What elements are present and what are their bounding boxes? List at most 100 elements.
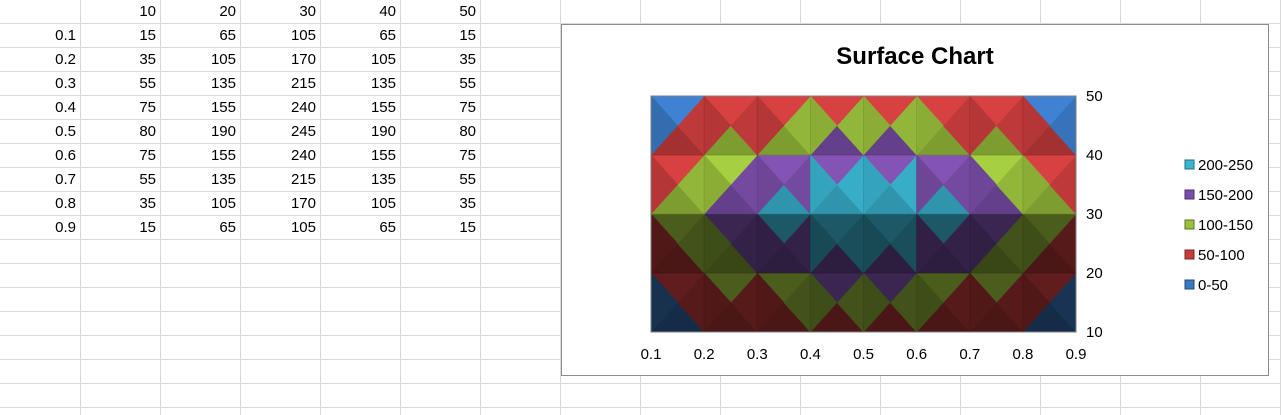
legend-swatch xyxy=(1184,159,1195,170)
data-cell[interactable]: 75 xyxy=(139,99,156,116)
surface-facet xyxy=(863,95,891,156)
legend-label: 200-250 xyxy=(1198,157,1253,174)
surface-facet xyxy=(703,95,732,156)
header-cell[interactable]: 40 xyxy=(379,3,396,20)
data-cell[interactable]: 35 xyxy=(139,195,156,212)
plot-border xyxy=(650,95,1077,333)
data-cell[interactable]: 155 xyxy=(370,147,396,164)
row-label-cell[interactable]: 0.3 xyxy=(55,75,76,92)
surface-chart: 0.1 0.2 0.3 0.4 0.5 0.6 0.7 0.8 0.9 10 20 30 40 50 200… xyxy=(641,88,1253,363)
header-cell[interactable]: 50 xyxy=(459,3,476,20)
data-cell[interactable]: 240 xyxy=(290,147,316,164)
y-tick-label: 50 xyxy=(1086,88,1103,105)
data-cell[interactable]: 55 xyxy=(459,75,476,92)
legend-swatch xyxy=(1184,249,1195,260)
surface-facet xyxy=(810,154,838,215)
data-cell[interactable]: 55 xyxy=(139,75,156,92)
surface-facet xyxy=(916,213,944,274)
data-cell[interactable]: 80 xyxy=(459,123,476,140)
data-cell[interactable]: 240 xyxy=(290,99,316,116)
data-cell[interactable]: 55 xyxy=(139,171,156,188)
x-tick-label: 0.5 xyxy=(853,346,874,363)
header-cell[interactable]: 30 xyxy=(299,3,316,20)
data-cell[interactable]: 105 xyxy=(290,219,316,236)
data-cell[interactable]: 170 xyxy=(290,51,316,68)
row-label-cell[interactable]: 0.2 xyxy=(55,51,76,68)
data-cell[interactable]: 35 xyxy=(459,51,476,68)
data-cell[interactable]: 105 xyxy=(290,27,316,44)
data-cell[interactable]: 65 xyxy=(379,27,396,44)
x-tick-label: 0.3 xyxy=(747,346,768,363)
chart-title: Surface Chart xyxy=(836,43,994,70)
data-cell[interactable]: 80 xyxy=(139,123,156,140)
legend-label: 150-200 xyxy=(1198,187,1253,204)
data-cell[interactable]: 155 xyxy=(370,99,396,116)
data-cell[interactable]: 15 xyxy=(459,219,476,236)
row-label-cell[interactable]: 0.1 xyxy=(55,27,76,44)
data-cell[interactable]: 155 xyxy=(210,147,236,164)
data-cell[interactable]: 135 xyxy=(210,171,236,188)
row-label-cell[interactable]: 0.9 xyxy=(55,219,76,236)
legend-swatch xyxy=(1184,279,1195,290)
surface-facet xyxy=(863,272,891,333)
chart-area[interactable]: Surface Chart 0.1 0.2 0.3 0.4 0.5 0.6 0.7 0.8 0.… xyxy=(561,24,1269,376)
data-cell[interactable]: 65 xyxy=(379,219,396,236)
data-cell[interactable]: 135 xyxy=(210,75,236,92)
x-tick-label: 0.4 xyxy=(800,346,821,363)
header-cell[interactable]: 20 xyxy=(219,3,236,20)
surface-facet xyxy=(703,272,732,333)
y-tick-label: 10 xyxy=(1086,324,1103,341)
data-cell[interactable]: 65 xyxy=(219,219,236,236)
legend-swatch xyxy=(1184,219,1195,230)
data-cell[interactable]: 15 xyxy=(139,219,156,236)
legend-label: 0-50 xyxy=(1198,277,1228,294)
data-cell[interactable]: 105 xyxy=(370,195,396,212)
surface-facet xyxy=(863,213,891,274)
data-cell[interactable]: 135 xyxy=(370,171,396,188)
data-cell[interactable]: 190 xyxy=(210,123,236,140)
row-label-cell[interactable]: 0.5 xyxy=(55,123,76,140)
data-cell[interactable]: 65 xyxy=(219,27,236,44)
y-tick-label: 20 xyxy=(1086,265,1103,282)
data-cell[interactable]: 35 xyxy=(139,51,156,68)
data-cell[interactable]: 75 xyxy=(459,147,476,164)
data-cell[interactable]: 155 xyxy=(210,99,236,116)
data-cell[interactable]: 215 xyxy=(290,75,316,92)
surface-facet xyxy=(756,95,785,156)
data-cell[interactable]: 55 xyxy=(459,171,476,188)
legend: 200-250 150-200 100-150 50-100 0-50 xyxy=(1184,157,1253,294)
data-cell[interactable]: 105 xyxy=(370,51,396,68)
row-label-cell[interactable]: 0.7 xyxy=(55,171,76,188)
surface-facet xyxy=(1022,272,1050,333)
row-label-cell[interactable]: 0.6 xyxy=(55,147,76,164)
y-tick-label: 40 xyxy=(1086,147,1103,164)
surface-facet xyxy=(969,95,997,156)
data-cell[interactable]: 215 xyxy=(290,171,316,188)
data-cell[interactable]: 15 xyxy=(459,27,476,44)
surface-facet xyxy=(916,272,944,333)
data-cell[interactable]: 105 xyxy=(210,195,236,212)
surface-facet xyxy=(969,154,997,215)
data-cell[interactable]: 15 xyxy=(139,27,156,44)
data-cell[interactable]: 135 xyxy=(370,75,396,92)
x-tick-label: 0.7 xyxy=(959,346,980,363)
surface-facet xyxy=(703,154,732,215)
x-tick-label: 0.2 xyxy=(694,346,715,363)
x-tick-label: 0.9 xyxy=(1066,346,1087,363)
data-cell[interactable]: 105 xyxy=(210,51,236,68)
data-cell[interactable]: 190 xyxy=(370,123,396,140)
data-cell[interactable]: 170 xyxy=(290,195,316,212)
data-cell[interactable]: 245 xyxy=(290,123,316,140)
surface-facet xyxy=(916,154,944,215)
surface-facet xyxy=(703,213,732,274)
legend-label: 50-100 xyxy=(1198,247,1245,264)
data-cell[interactable]: 75 xyxy=(139,147,156,164)
row-label-cell[interactable]: 0.8 xyxy=(55,195,76,212)
data-cell[interactable]: 75 xyxy=(459,99,476,116)
surface-facet xyxy=(1022,95,1050,156)
surface-facet xyxy=(969,213,997,274)
legend-swatch xyxy=(1184,189,1195,200)
data-cell[interactable]: 35 xyxy=(459,195,476,212)
row-label-cell[interactable]: 0.4 xyxy=(55,99,76,116)
header-cell[interactable]: 10 xyxy=(139,3,156,20)
